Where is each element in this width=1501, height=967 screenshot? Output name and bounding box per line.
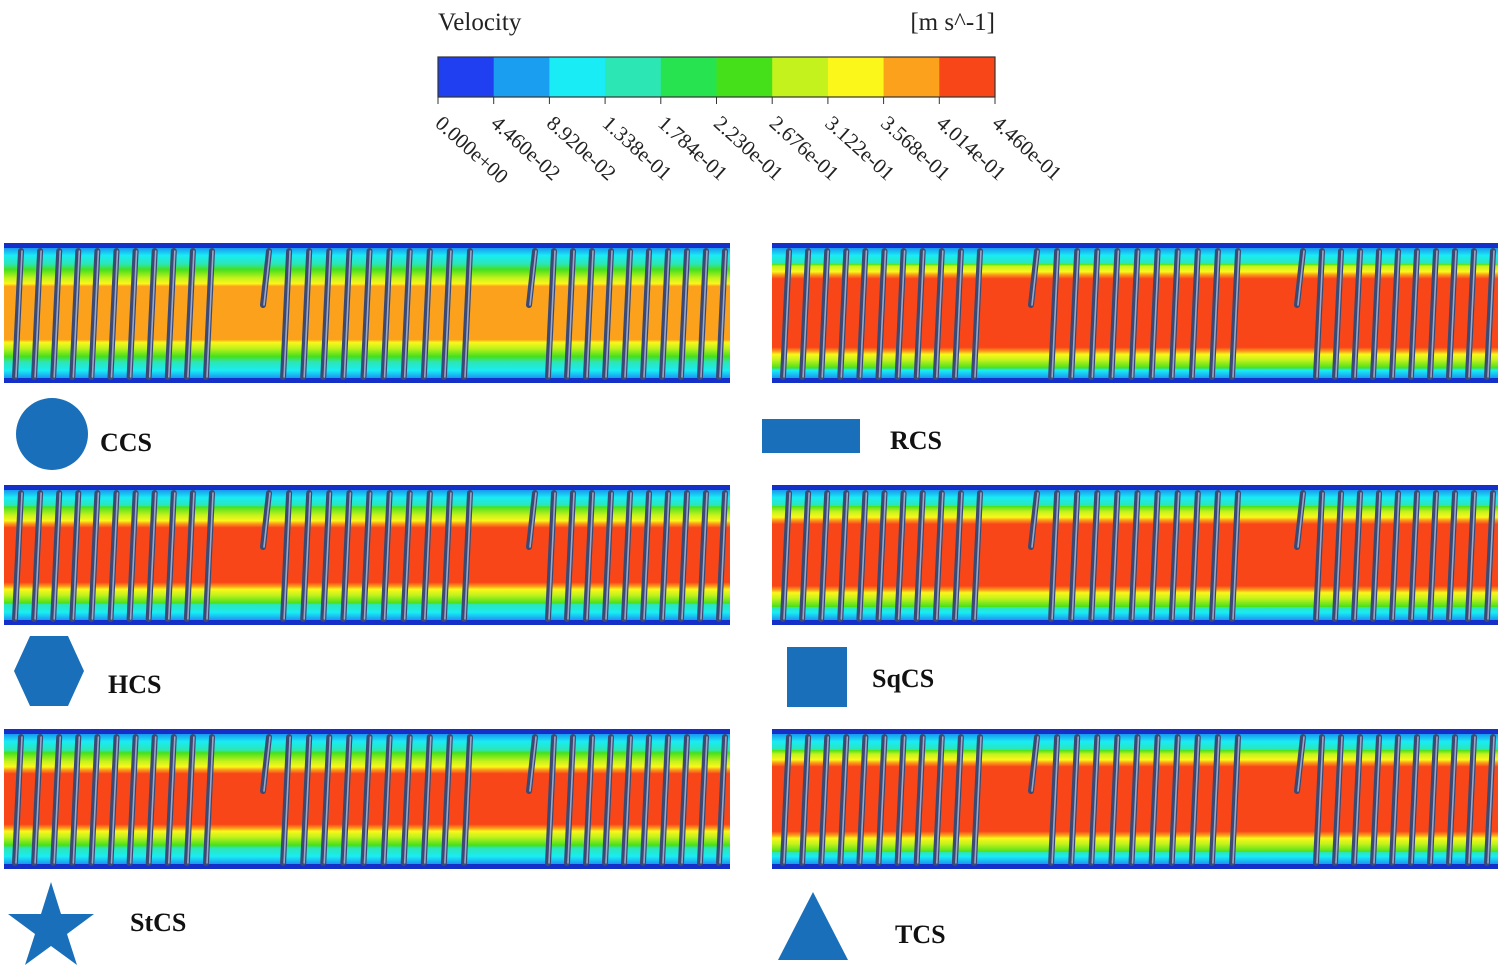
- rectangle-shape-icon: [762, 419, 860, 453]
- legend-swatch: [716, 57, 773, 97]
- velocity-contour-sqcs: [772, 485, 1498, 625]
- legend-swatch: [939, 57, 996, 97]
- legend-unit: [m s^-1]: [910, 9, 995, 36]
- star-shape-icon: [8, 882, 94, 965]
- label-ccs: CCS: [100, 428, 153, 457]
- legend-swatch: [493, 57, 550, 97]
- legend-swatch: [549, 57, 606, 97]
- legend-color-bar: [437, 56, 996, 98]
- velocity-contour-tcs: [772, 729, 1498, 869]
- legend-swatch: [438, 57, 495, 97]
- velocity-contour-ccs: [4, 243, 730, 383]
- triangle-shape-icon: [778, 892, 848, 960]
- label-rcs: RCS: [890, 426, 943, 455]
- label-tcs: TCS: [895, 920, 946, 949]
- legend-swatch: [772, 57, 829, 97]
- velocity-contour-hcs: [4, 485, 730, 625]
- legend-swatch: [827, 57, 885, 97]
- legend-swatch: [660, 57, 717, 97]
- hexagon-shape-icon: [14, 636, 84, 706]
- velocity-contour-stcs: [4, 729, 730, 869]
- velocity-contour-rcs: [772, 243, 1498, 383]
- legend-swatch: [883, 57, 940, 97]
- label-stcs: StCS: [130, 908, 187, 937]
- legend-swatch: [605, 57, 662, 97]
- label-hcs: HCS: [108, 670, 162, 699]
- legend-title: Velocity: [438, 9, 522, 36]
- label-sqcs: SqCS: [872, 664, 935, 693]
- square-shape-icon: [787, 647, 847, 707]
- velocity-legend: Velocity [m s^-1] 0.000e+004.460e-028.92…: [431, 9, 1067, 189]
- legend-tick-labels: 0.000e+004.460e-028.920e-021.338e-011.78…: [431, 97, 1067, 189]
- circle-shape-icon: [16, 398, 88, 470]
